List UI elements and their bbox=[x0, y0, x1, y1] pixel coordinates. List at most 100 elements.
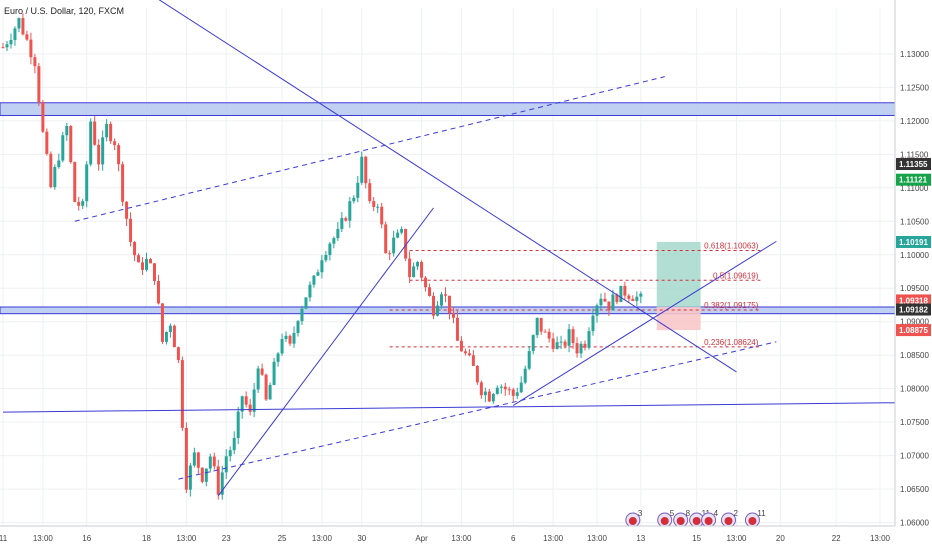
channel-line[interactable] bbox=[74, 76, 665, 222]
candle-body[interactable] bbox=[148, 259, 152, 264]
candle-body[interactable] bbox=[463, 351, 467, 354]
candle-body[interactable] bbox=[57, 160, 61, 168]
candle-body[interactable] bbox=[607, 301, 611, 311]
candle-body[interactable] bbox=[260, 368, 264, 375]
candle-body[interactable] bbox=[436, 305, 440, 316]
candle-body[interactable] bbox=[184, 427, 188, 490]
candle-body[interactable] bbox=[631, 298, 635, 301]
candle-body[interactable] bbox=[232, 438, 236, 451]
candle-body[interactable] bbox=[467, 353, 471, 356]
candle-body[interactable] bbox=[440, 294, 443, 306]
candle-body[interactable] bbox=[376, 206, 380, 208]
candle-body[interactable] bbox=[535, 317, 539, 336]
candle-body[interactable] bbox=[97, 144, 101, 165]
candle-body[interactable] bbox=[21, 18, 25, 35]
candle-body[interactable] bbox=[272, 361, 276, 385]
candle-body[interactable] bbox=[196, 452, 200, 468]
candle-body[interactable] bbox=[176, 347, 180, 361]
candle-body[interactable] bbox=[328, 243, 332, 256]
candle-body[interactable] bbox=[45, 131, 49, 154]
candle-body[interactable] bbox=[41, 101, 45, 132]
candle-body[interactable] bbox=[551, 338, 555, 349]
position-target-area[interactable] bbox=[656, 241, 701, 307]
candle-body[interactable] bbox=[511, 389, 515, 396]
candle-body[interactable] bbox=[396, 232, 400, 238]
candle-body[interactable] bbox=[240, 396, 244, 412]
candle-body[interactable] bbox=[168, 325, 172, 332]
candle-body[interactable] bbox=[192, 452, 196, 466]
candle-body[interactable] bbox=[224, 456, 228, 473]
candle-body[interactable] bbox=[595, 305, 599, 316]
candle-body[interactable] bbox=[344, 218, 348, 221]
price-axis[interactable] bbox=[895, 0, 932, 550]
candle-body[interactable] bbox=[53, 167, 57, 188]
candle-body[interactable] bbox=[408, 258, 412, 278]
candle-body[interactable] bbox=[619, 285, 623, 303]
candle-body[interactable] bbox=[404, 228, 408, 259]
candle-body[interactable] bbox=[615, 294, 619, 303]
candle-body[interactable] bbox=[248, 404, 252, 412]
candle-body[interactable] bbox=[316, 272, 320, 276]
candle-body[interactable] bbox=[627, 295, 631, 299]
candle-body[interactable] bbox=[216, 466, 220, 495]
resistance-zone[interactable] bbox=[0, 306, 896, 315]
candle-body[interactable] bbox=[420, 262, 424, 278]
candle-body[interactable] bbox=[180, 360, 184, 428]
candle-body[interactable] bbox=[101, 137, 105, 165]
candle-body[interactable] bbox=[320, 260, 324, 273]
candle-body[interactable] bbox=[531, 335, 535, 352]
candle-body[interactable] bbox=[284, 335, 288, 340]
candle-body[interactable] bbox=[93, 121, 97, 145]
candle-body[interactable] bbox=[412, 266, 416, 278]
candle-body[interactable] bbox=[579, 343, 583, 354]
candle-body[interactable] bbox=[288, 335, 292, 344]
candle-body[interactable] bbox=[599, 298, 603, 306]
candle-body[interactable] bbox=[348, 201, 352, 221]
candle-body[interactable] bbox=[475, 365, 479, 383]
trend-line[interactable] bbox=[2, 402, 896, 413]
candle-body[interactable] bbox=[352, 197, 356, 202]
time-axis[interactable] bbox=[0, 526, 932, 550]
candle-body[interactable] bbox=[603, 298, 607, 302]
candle-body[interactable] bbox=[479, 382, 483, 396]
candle-body[interactable] bbox=[519, 382, 523, 393]
candle-body[interactable] bbox=[200, 467, 204, 482]
candle-body[interactable] bbox=[280, 339, 284, 354]
candle-body[interactable] bbox=[459, 340, 463, 352]
candle-body[interactable] bbox=[563, 341, 567, 346]
channel-line[interactable] bbox=[178, 341, 777, 480]
candle-body[interactable] bbox=[623, 285, 627, 296]
candle-body[interactable] bbox=[65, 126, 69, 136]
candle-body[interactable] bbox=[129, 218, 133, 243]
candle-body[interactable] bbox=[125, 201, 129, 219]
candle-body[interactable] bbox=[29, 39, 33, 58]
candle-body[interactable] bbox=[356, 182, 360, 198]
candle-body[interactable] bbox=[428, 287, 432, 296]
candle-body[interactable] bbox=[188, 465, 192, 490]
candle-body[interactable] bbox=[49, 153, 53, 188]
candle-body[interactable] bbox=[61, 135, 65, 161]
candle-body[interactable] bbox=[388, 253, 392, 255]
candle-body[interactable] bbox=[364, 156, 368, 184]
candle-body[interactable] bbox=[635, 296, 639, 301]
candle-body[interactable] bbox=[491, 393, 495, 402]
candle-body[interactable] bbox=[152, 263, 156, 282]
candle-body[interactable] bbox=[523, 368, 527, 383]
candle-body[interactable] bbox=[133, 242, 137, 256]
resistance-zone[interactable] bbox=[0, 102, 896, 116]
candle-body[interactable] bbox=[332, 238, 336, 244]
candle-body[interactable] bbox=[117, 145, 121, 165]
trend-line[interactable] bbox=[217, 207, 434, 497]
candle-body[interactable] bbox=[109, 123, 113, 142]
candle-body[interactable] bbox=[571, 329, 575, 344]
candle-body[interactable] bbox=[9, 40, 13, 45]
candle-body[interactable] bbox=[336, 228, 340, 239]
candle-body[interactable] bbox=[77, 201, 81, 206]
candle-body[interactable] bbox=[300, 308, 304, 322]
candle-body[interactable] bbox=[340, 218, 344, 229]
candle-body[interactable] bbox=[587, 331, 591, 348]
candle-body[interactable] bbox=[308, 284, 312, 298]
candle-body[interactable] bbox=[13, 28, 17, 41]
